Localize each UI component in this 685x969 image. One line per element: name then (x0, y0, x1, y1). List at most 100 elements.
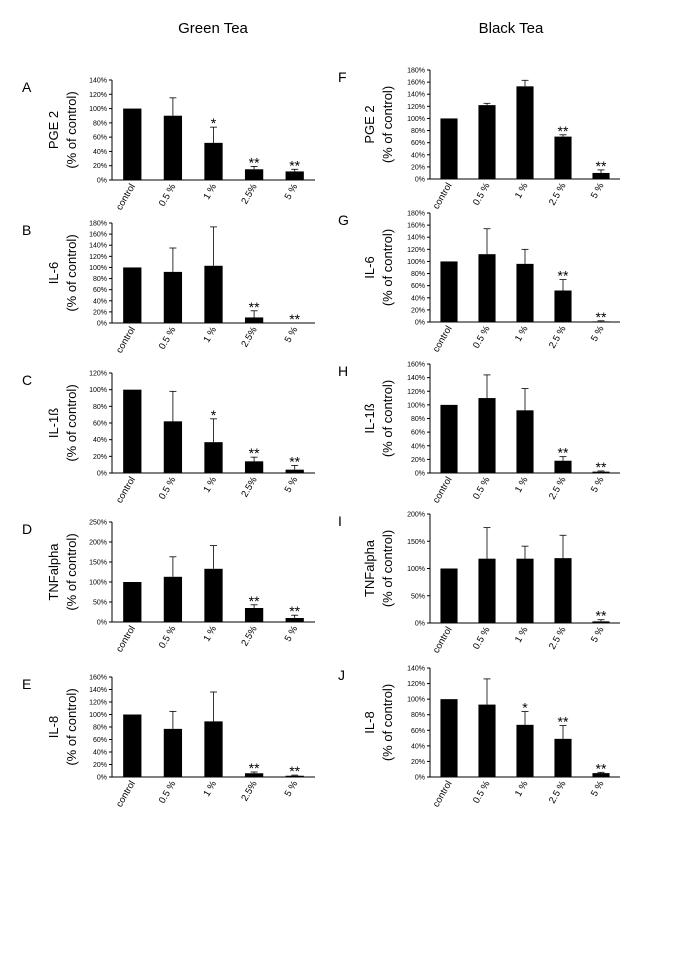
x-tick-label: 0.5 % (157, 182, 179, 209)
column-title-black-tea: Black Tea (478, 20, 544, 37)
y-tick-label: 60% (411, 728, 425, 735)
x-tick-label: 1 % (513, 779, 531, 799)
bar (123, 714, 142, 777)
y-tick-label: 0% (97, 775, 107, 782)
y-axis-label: IL-1ß (46, 408, 61, 438)
bar (554, 460, 572, 473)
x-tick-label: 0.5 % (157, 779, 179, 806)
panel-letter: A (22, 79, 32, 95)
x-tick-label: 2.5 % (547, 625, 569, 652)
y-axis-label-unit: (% of control) (64, 533, 79, 610)
panel-letter: D (22, 521, 32, 537)
y-tick-label: 100% (89, 387, 107, 394)
y-tick-label: 100% (407, 402, 425, 409)
panel-i: I TNFalpha (% of control) 0% 50% 100% 150% 200%… (338, 512, 620, 655)
bar (478, 704, 496, 777)
significance-mark: ** (558, 123, 569, 139)
significance-mark: ** (249, 299, 260, 315)
bar (244, 608, 264, 622)
y-tick-label: 20% (411, 759, 425, 766)
y-tick-label: 150% (89, 560, 107, 567)
bar (592, 471, 610, 473)
y-axis-label: IL-6 (46, 262, 61, 284)
y-tick-label: 60% (93, 135, 107, 142)
y-tick-label: 120% (89, 700, 107, 707)
y-tick-label: 100% (407, 566, 425, 573)
significance-mark: * (522, 700, 528, 716)
y-tick-label: 180% (407, 211, 425, 218)
y-tick-label: 180% (89, 221, 107, 228)
panel-letter: B (22, 222, 31, 238)
y-tick-label: 80% (411, 416, 425, 423)
y-tick-label: 100% (89, 106, 107, 113)
x-tick-label: 1 % (201, 624, 219, 644)
y-tick-label: 120% (89, 92, 107, 99)
bar (244, 169, 264, 180)
x-tick-label: 0.5 % (471, 181, 493, 208)
y-tick-label: 120% (407, 247, 425, 254)
x-tick-label: 1 % (513, 475, 531, 495)
y-tick-label: 40% (93, 149, 107, 156)
y-tick-label: 140% (407, 235, 425, 242)
x-tick-label: 2.5 % (547, 181, 569, 208)
y-tick-label: 120% (407, 389, 425, 396)
column-title-green-tea: Green Tea (178, 20, 248, 37)
x-tick-label: control (431, 475, 455, 505)
y-tick-label: 200% (89, 540, 107, 547)
y-tick-label: 20% (93, 163, 107, 170)
bar (516, 86, 534, 179)
significance-mark: * (211, 115, 217, 131)
significance-mark: ** (289, 603, 300, 619)
y-tick-label: 180% (407, 68, 425, 75)
y-tick-label: 60% (411, 283, 425, 290)
y-tick-label: 200% (407, 512, 425, 519)
bar (204, 442, 223, 473)
bar (516, 558, 534, 623)
y-tick-label: 80% (93, 276, 107, 283)
panel-a: A PGE 2 (% of control) 0% 20% 40% 60% 80% 100% 12… (22, 78, 315, 212)
significance-mark: ** (596, 158, 607, 174)
y-tick-label: 40% (411, 152, 425, 159)
x-tick-label: 5 % (589, 475, 607, 495)
x-tick-label: 0.5 % (157, 325, 179, 352)
significance-mark: * (211, 407, 217, 423)
y-tick-label: 120% (407, 681, 425, 688)
x-tick-label: 5 % (283, 182, 301, 202)
y-tick-label: 0% (415, 177, 425, 184)
panel-e: E IL-8 (% of control) 0% 20% 40% 60% 80% 100% 120… (22, 675, 315, 809)
significance-mark: ** (596, 459, 607, 475)
x-tick-label: 0.5 % (471, 475, 493, 502)
x-tick-label: 1 % (513, 181, 531, 201)
y-axis-label-unit: (% of control) (64, 384, 79, 461)
y-tick-label: 140% (407, 92, 425, 99)
significance-mark: ** (289, 763, 300, 779)
y-tick-label: 40% (411, 443, 425, 450)
panel-letter: C (22, 372, 32, 388)
panel-c: C IL-1ß (% of control) 0% 20% 40% 60% 80% 100% 12… (22, 371, 315, 505)
significance-mark: ** (558, 268, 569, 284)
y-axis-label-unit: (% of control) (380, 380, 395, 457)
panel-letter: I (338, 513, 342, 529)
y-tick-label: 120% (89, 254, 107, 261)
y-axis-label-unit: (% of control) (380, 229, 395, 306)
y-tick-label: 100% (89, 580, 107, 587)
y-tick-label: 160% (89, 675, 107, 682)
y-tick-label: 250% (89, 520, 107, 527)
bar (163, 728, 183, 777)
bar (163, 271, 183, 323)
panel-j: J IL-8 (% of control) 0% 20% 40% 60% 80% 100% 120… (338, 666, 620, 809)
significance-mark: ** (289, 311, 300, 327)
y-tick-label: 100% (89, 265, 107, 272)
y-axis-label: PGE 2 (46, 111, 61, 149)
y-tick-label: 20% (411, 164, 425, 171)
panel-b: B IL-6 (% of control) 0% 20% 40% 60% 80% 100% 120… (22, 221, 315, 355)
y-tick-label: 60% (411, 140, 425, 147)
significance-mark: ** (596, 608, 607, 624)
x-tick-label: control (114, 475, 138, 505)
bar (123, 389, 142, 473)
y-tick-label: 140% (89, 243, 107, 250)
y-tick-label: 160% (407, 223, 425, 230)
significance-mark: ** (249, 593, 260, 609)
bar (478, 254, 496, 322)
y-tick-label: 20% (411, 307, 425, 314)
